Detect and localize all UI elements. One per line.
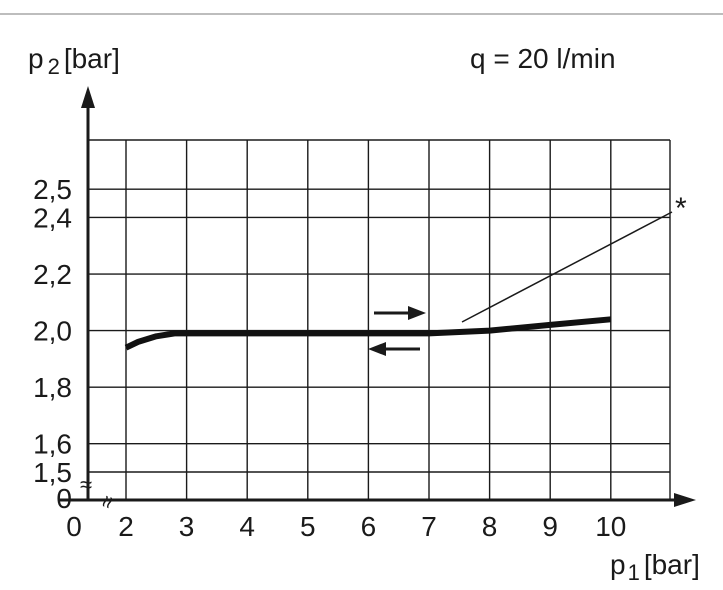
y-tick-label: 1,5	[33, 457, 72, 488]
x-tick-label: 10	[595, 511, 626, 542]
star-label: *	[675, 192, 687, 225]
y-tick-label: 2,5	[33, 174, 72, 205]
x-tick-label: 8	[482, 511, 498, 542]
series-group	[124, 316, 612, 351]
x-axis-break: ≈	[93, 492, 121, 512]
grid	[88, 139, 671, 500]
y-tick-label: 2,2	[33, 259, 72, 290]
forward-arrow-head	[408, 306, 426, 320]
y-tick-label: 2,0	[33, 316, 72, 347]
flow-annotation: q = 20 l/min	[470, 43, 616, 74]
y-tick-label: 1,6	[33, 429, 72, 460]
y-tick-label: 2,4	[33, 202, 72, 233]
x-tick-label: 3	[179, 511, 195, 542]
x-axis-label: p1 [bar]	[610, 549, 700, 585]
x-axis-arrow	[674, 493, 696, 507]
x-tick-label: 5	[300, 511, 316, 542]
y-tick-label: 1,8	[33, 372, 72, 403]
x-tick-label: 9	[542, 511, 558, 542]
axes	[60, 86, 696, 507]
x-tick-label: 0	[66, 511, 82, 542]
y-axis-break: ≈	[80, 472, 92, 497]
series-line-1	[124, 316, 612, 351]
y-axis-label: p 2 [bar]	[28, 43, 120, 79]
x-tick-label: 6	[361, 511, 377, 542]
x-tick-label: 2	[118, 511, 134, 542]
y-tick-label: 0	[56, 483, 72, 514]
x-tick-label: 4	[239, 511, 255, 542]
backward-arrow-head	[368, 342, 386, 356]
x-tick-label: 7	[421, 511, 437, 542]
y-axis-arrow	[81, 86, 95, 108]
direction-arrows	[368, 306, 426, 356]
leader-line	[461, 211, 673, 323]
